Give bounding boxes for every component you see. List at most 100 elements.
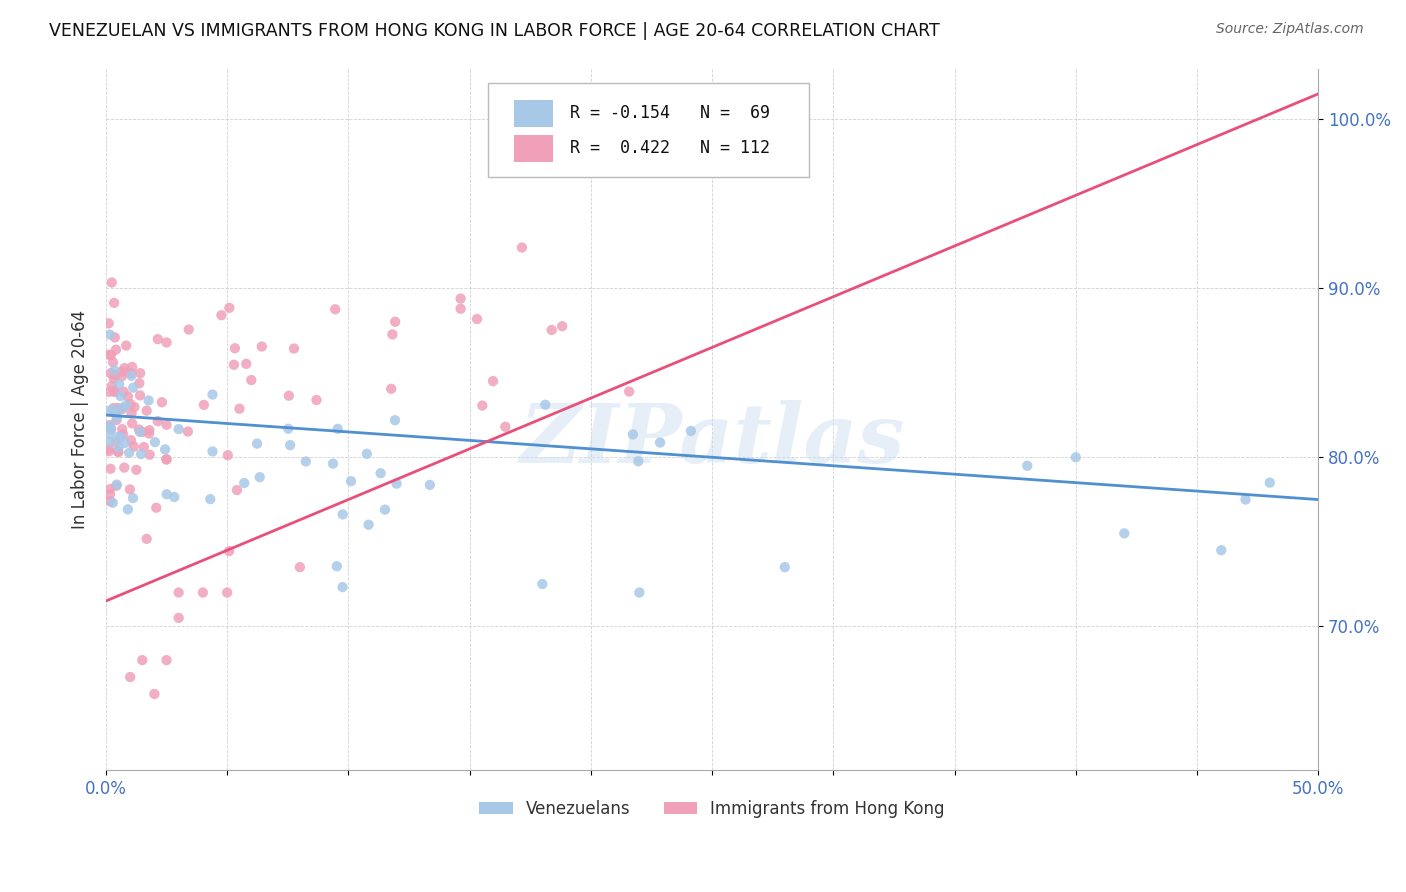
Point [118, 446, 141, 460]
Point [103, 363, 125, 377]
Point [98, 384, 121, 399]
Point [471, 399, 494, 413]
Point [103, 371, 125, 385]
Point [138, 426, 160, 441]
Point [516, 165, 538, 179]
Point [146, 414, 169, 428]
Point [110, 430, 132, 444]
Point [103, 401, 125, 415]
Legend: Venezuelans, Immigrants from Hong Kong: Venezuelans, Immigrants from Hong Kong [472, 794, 952, 825]
Point [155, 452, 177, 467]
Point [115, 338, 138, 352]
Point [114, 436, 136, 450]
Point [240, 373, 263, 387]
Point [98, 418, 121, 433]
Point [648, 435, 671, 450]
Point [98, 434, 121, 449]
FancyBboxPatch shape [488, 83, 808, 178]
Point [112, 427, 135, 442]
Point [305, 392, 328, 407]
Point [278, 438, 301, 452]
Point [211, 308, 233, 322]
Point [121, 359, 143, 374]
Point [143, 435, 166, 450]
Point [115, 398, 138, 412]
Point [100, 366, 122, 380]
Point [1064, 450, 1087, 465]
Point [356, 447, 378, 461]
Point [135, 403, 157, 417]
Point [617, 384, 640, 399]
Point [450, 292, 472, 306]
Point [323, 302, 346, 317]
Point [217, 448, 239, 462]
Point [534, 398, 557, 412]
Point [97, 442, 120, 456]
Point [120, 397, 142, 411]
Point [122, 440, 145, 454]
Point [120, 433, 142, 447]
Point [112, 460, 135, 475]
Point [163, 490, 186, 504]
Point [380, 382, 402, 396]
Point [103, 296, 125, 310]
Y-axis label: In Labor Force | Age 20-64: In Labor Force | Age 20-64 [72, 310, 89, 529]
Point [150, 395, 173, 409]
Point [370, 467, 392, 481]
Point [100, 462, 122, 476]
Point [121, 417, 143, 431]
Point [201, 444, 224, 458]
Point [218, 544, 240, 558]
Point [101, 379, 124, 393]
Text: R =  0.422   N = 112: R = 0.422 N = 112 [571, 139, 770, 158]
Point [97, 404, 120, 418]
Point [167, 422, 190, 436]
Point [98, 418, 121, 433]
Point [107, 445, 129, 459]
Point [111, 369, 134, 384]
Point [105, 477, 128, 491]
Point [193, 398, 215, 412]
Point [107, 440, 129, 454]
Point [108, 377, 131, 392]
Point [105, 410, 128, 425]
Point [217, 585, 239, 599]
Point [627, 454, 650, 468]
Point [1114, 526, 1136, 541]
Point [104, 330, 127, 344]
Point [153, 442, 176, 457]
Point [131, 653, 153, 667]
Point [101, 496, 124, 510]
Point [139, 448, 162, 462]
Point [374, 502, 396, 516]
FancyBboxPatch shape [515, 136, 554, 161]
Point [98, 487, 121, 501]
Point [110, 389, 132, 403]
Point [1234, 492, 1257, 507]
Point [340, 474, 363, 488]
Point [277, 389, 299, 403]
Point [98, 494, 121, 508]
Point [100, 422, 122, 436]
Point [482, 374, 505, 388]
Point [1017, 458, 1039, 473]
Point [128, 376, 150, 391]
Point [120, 366, 142, 380]
Point [138, 423, 160, 437]
Point [107, 444, 129, 458]
Point [118, 483, 141, 497]
Point [146, 332, 169, 346]
Point [332, 508, 354, 522]
Point [100, 422, 122, 436]
Point [155, 335, 177, 350]
Point [132, 440, 155, 454]
Point [107, 401, 129, 415]
Point [101, 402, 124, 417]
Point [98, 327, 121, 342]
Point [191, 585, 214, 599]
Point [97, 316, 120, 330]
Point [111, 422, 134, 436]
Point [246, 436, 269, 450]
Point [773, 560, 796, 574]
Point [103, 384, 125, 398]
